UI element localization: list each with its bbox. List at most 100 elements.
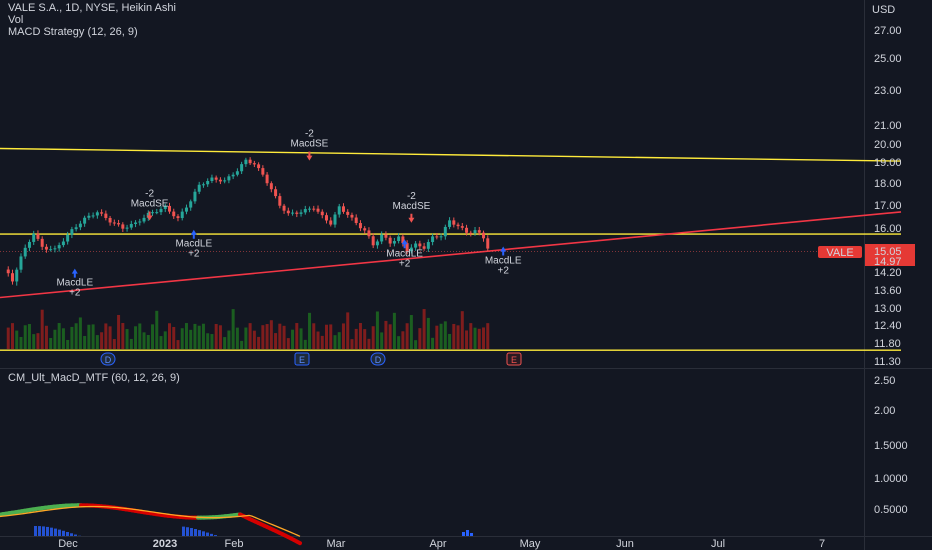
volume-bar [66,339,70,349]
candle-body [206,181,210,185]
price-tick-label: 25.00 [874,53,902,65]
histogram-bar [206,532,209,536]
volume-bar [422,309,426,349]
volume-bar [40,309,44,349]
volume-bar [303,339,307,349]
price-tick-label: 13.00 [874,303,902,315]
candle-body [426,242,430,249]
volume-bar [83,335,87,349]
volume-bar [333,335,337,349]
volume-bar [248,323,252,349]
candle-body [40,238,44,247]
candle-body [53,248,57,250]
indicator-tick-label: 0.5000 [874,504,908,516]
signal-qty: +2 [69,288,81,299]
candles [6,157,490,286]
histogram-bar [74,534,77,536]
time-tick-label: Jun [616,538,634,550]
histogram-bar [194,529,197,536]
volume-bar [36,333,40,349]
histogram-bar [38,526,41,536]
time-tick-label: Feb [225,538,244,550]
price-tick-label: 17.00 [874,200,902,212]
volume-bar [197,325,201,349]
volume-bar [78,317,82,349]
event-marker [294,352,310,366]
volume-bar [265,324,269,349]
symbol-legend[interactable]: VALE S.A., 1D, NYSE, Heikin Ashi [8,2,176,14]
volume-legend[interactable]: Vol [8,14,24,26]
buy-arrow [401,239,408,249]
volume-bar [134,326,138,349]
candle-body [329,220,333,225]
candle-body [70,229,74,235]
volume-bar [431,337,435,349]
candle-body [184,207,188,212]
volume-bar [392,312,396,349]
histogram-bar [202,531,205,536]
volume-bar [291,329,295,349]
candle-body [341,206,345,212]
buy-arrow [500,246,507,256]
volume-bar [414,340,418,349]
candle-body [465,227,469,233]
candle-body [23,247,27,257]
buy-arrow [71,268,78,278]
candle-body [49,249,53,251]
candle-body [66,234,70,242]
histogram-bar [190,528,193,536]
volume-bar [257,336,261,349]
candle-body [316,208,320,212]
candle-body [210,177,214,182]
candle-body [223,180,227,182]
candle-body [83,217,87,224]
candle-body [91,215,95,217]
strategy-legend[interactable]: MACD Strategy (12, 26, 9) [8,26,138,38]
signal-qty: +2 [188,249,200,260]
sell-arrow [146,211,153,221]
indicator-legend[interactable]: CM_Ult_MacD_MTF (60, 12, 26, 9) [8,372,180,384]
histogram-bar [34,526,37,536]
histogram-bar [42,526,45,536]
candle-body [112,222,116,224]
volume-bar [172,326,176,349]
volume-bar [443,321,447,349]
volume-bar [460,311,464,349]
volume-bar [486,323,490,349]
histogram-bar [186,527,189,536]
volume-bar [397,336,401,349]
volume-bar [320,335,324,349]
volume-bar [418,328,422,349]
volume-bar [100,332,104,349]
volume-bar [477,328,481,349]
volume-bar [295,323,299,349]
candle-body [244,159,248,165]
volume-bar [316,331,320,349]
candle-body [10,273,14,282]
candle-body [100,212,104,214]
volume-bars [6,309,490,349]
candle-body [252,163,256,165]
candle-body [44,246,48,250]
volume-bar [206,333,210,349]
candle-body [159,208,163,213]
strategy-signals: MacdLE+2-2MacdSEMacdLE+2-2MacdSEMacdLE+2… [56,129,521,299]
candle-body [367,230,371,237]
event-marker-label: D [105,355,112,365]
volume-bar [189,329,193,349]
candle-body [435,236,439,238]
volume-bar [286,338,290,349]
volume-bar [465,330,469,349]
signal-label: MacdSE [393,201,431,212]
volume-bar [151,324,155,349]
signal-label: MacdLE [386,248,423,259]
macd-line-segment [295,539,302,546]
candle-body [291,212,295,214]
volume-bar [261,325,265,349]
candle-body [117,223,121,225]
volume-bar [312,323,316,349]
candle-body [473,230,477,234]
candle-body [299,212,303,214]
volume-bar [231,309,235,349]
